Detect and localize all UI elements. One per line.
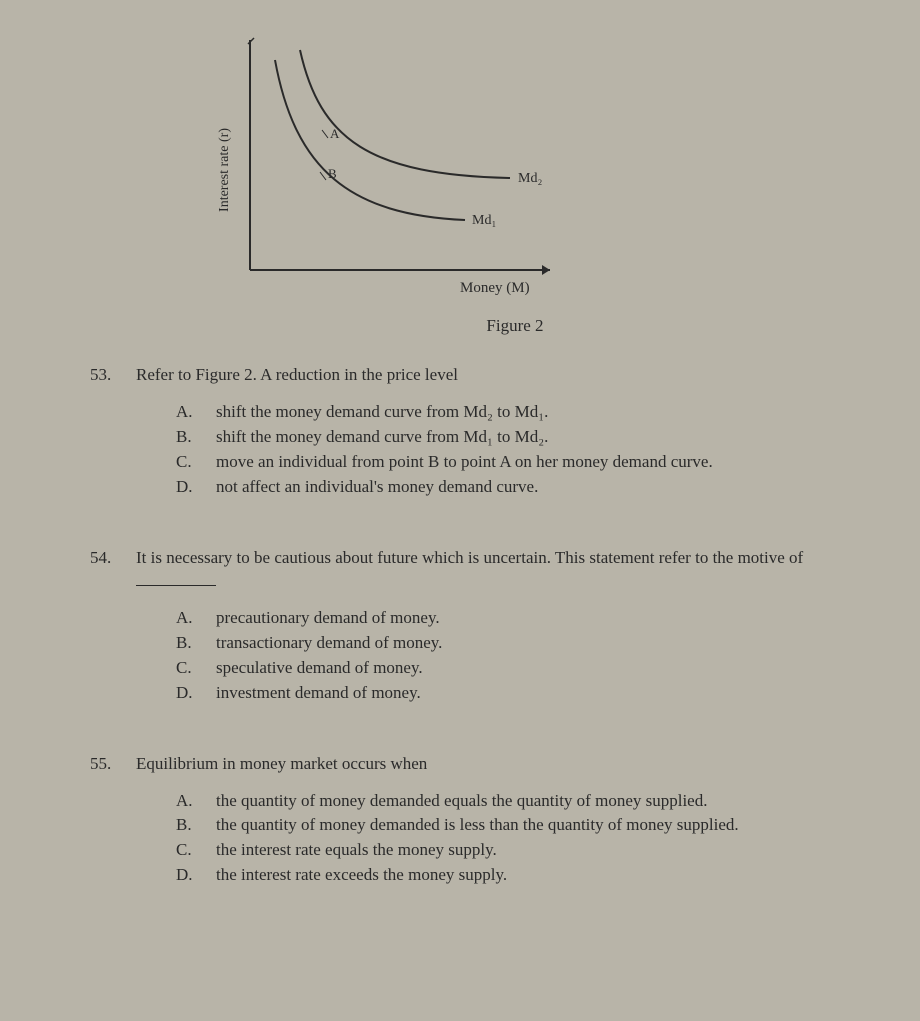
question-options: A. shift the money demand curve from Md₂… bbox=[176, 401, 880, 499]
question-54: 54. It is necessary to be cautious about… bbox=[90, 547, 880, 707]
question-number: 54. bbox=[90, 547, 136, 707]
y-axis-label: Interest rate (r) bbox=[217, 128, 232, 212]
option-letter: D. bbox=[176, 864, 216, 887]
question-number: 53. bbox=[90, 364, 136, 501]
option-text: the interest rate equals the money suppl… bbox=[216, 839, 497, 862]
option-letter: A. bbox=[176, 790, 216, 813]
question-55: 55. Equilibrium in money market occurs w… bbox=[90, 753, 880, 890]
option-text: the quantity of money demanded is less t… bbox=[216, 814, 739, 837]
curve-md2-label: Md₂ bbox=[518, 171, 542, 186]
option-a: A. shift the money demand curve from Md₂… bbox=[176, 401, 880, 424]
option-text: investment demand of money. bbox=[216, 682, 421, 705]
option-text: move an individual from point B to point… bbox=[216, 451, 713, 474]
option-c: C. speculative demand of money. bbox=[176, 657, 880, 680]
option-d: D. the interest rate exceeds the money s… bbox=[176, 864, 880, 887]
option-a: A. precautionary demand of money. bbox=[176, 607, 880, 630]
option-text: transactionary demand of money. bbox=[216, 632, 442, 655]
option-c: C. move an individual from point B to po… bbox=[176, 451, 880, 474]
option-letter: C. bbox=[176, 839, 216, 862]
option-letter: B. bbox=[176, 814, 216, 837]
option-text: the quantity of money demanded equals th… bbox=[216, 790, 707, 813]
question-53: 53. Refer to Figure 2. A reduction in th… bbox=[90, 364, 880, 501]
option-letter: B. bbox=[176, 632, 216, 655]
curve-md2 bbox=[300, 50, 510, 178]
option-text: precautionary demand of money. bbox=[216, 607, 440, 630]
option-b: B. transactionary demand of money. bbox=[176, 632, 880, 655]
question-stem: It is necessary to be cautious about fut… bbox=[136, 547, 880, 593]
option-letter: D. bbox=[176, 682, 216, 705]
fill-blank bbox=[136, 570, 216, 586]
option-letter: D. bbox=[176, 476, 216, 499]
option-b: B. shift the money demand curve from Md₁… bbox=[176, 426, 880, 449]
option-text: speculative demand of money. bbox=[216, 657, 423, 680]
question-options: A. precautionary demand of money. B. tra… bbox=[176, 607, 880, 705]
option-letter: A. bbox=[176, 401, 216, 424]
page-content: Interest rate (r) A B Md₂ Md₁ Money (M) … bbox=[0, 0, 920, 929]
figure-2-chart: Interest rate (r) A B Md₂ Md₁ Money (M) … bbox=[210, 30, 880, 336]
option-letter: B. bbox=[176, 426, 216, 449]
point-a-label: A bbox=[330, 126, 340, 141]
option-letter: C. bbox=[176, 451, 216, 474]
option-text: shift the money demand curve from Md₂ to… bbox=[216, 401, 548, 424]
curve-md1 bbox=[275, 60, 465, 220]
figure-caption: Figure 2 bbox=[150, 316, 880, 336]
option-text: not affect an individual's money demand … bbox=[216, 476, 538, 499]
curve-md1-label: Md₁ bbox=[472, 213, 496, 228]
question-stem: Equilibrium in money market occurs when bbox=[136, 753, 880, 776]
money-demand-chart: Interest rate (r) A B Md₂ Md₁ Money (M) bbox=[210, 30, 590, 310]
point-b-label: B bbox=[328, 166, 337, 181]
option-b: B. the quantity of money demanded is les… bbox=[176, 814, 880, 837]
question-options: A. the quantity of money demanded equals… bbox=[176, 790, 880, 888]
stem-text: It is necessary to be cautious about fut… bbox=[136, 548, 803, 567]
option-text: the interest rate exceeds the money supp… bbox=[216, 864, 507, 887]
option-d: D. investment demand of money. bbox=[176, 682, 880, 705]
option-a: A. the quantity of money demanded equals… bbox=[176, 790, 880, 813]
option-letter: C. bbox=[176, 657, 216, 680]
question-stem: Refer to Figure 2. A reduction in the pr… bbox=[136, 364, 880, 387]
x-axis-label: Money (M) bbox=[460, 280, 530, 296]
option-letter: A. bbox=[176, 607, 216, 630]
option-d: D. not affect an individual's money dema… bbox=[176, 476, 880, 499]
question-number: 55. bbox=[90, 753, 136, 890]
option-c: C. the interest rate equals the money su… bbox=[176, 839, 880, 862]
x-axis-arrow bbox=[542, 265, 550, 275]
option-text: shift the money demand curve from Md₁ to… bbox=[216, 426, 548, 449]
